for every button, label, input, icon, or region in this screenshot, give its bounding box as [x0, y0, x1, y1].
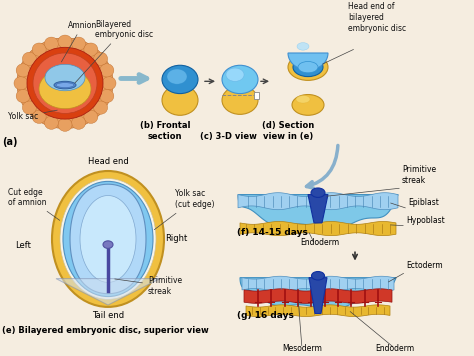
Circle shape [93, 52, 108, 66]
Text: Cut edge
of amnion: Cut edge of amnion [8, 188, 60, 220]
Circle shape [33, 53, 97, 114]
Text: Bilayered
embryonic disc: Bilayered embryonic disc [75, 20, 153, 83]
Polygon shape [246, 305, 390, 316]
Polygon shape [238, 195, 398, 230]
Ellipse shape [54, 81, 76, 89]
Ellipse shape [162, 65, 198, 94]
Text: Endoderm: Endoderm [300, 237, 339, 247]
Circle shape [100, 64, 114, 77]
Text: Tail end: Tail end [92, 311, 124, 320]
Polygon shape [288, 53, 328, 70]
Polygon shape [238, 193, 398, 210]
Ellipse shape [60, 179, 156, 299]
Text: Mesoderm: Mesoderm [282, 344, 322, 353]
Circle shape [16, 64, 30, 77]
Circle shape [102, 77, 116, 90]
Polygon shape [309, 278, 327, 314]
Circle shape [32, 43, 46, 56]
Text: Head end of
bilayered
embryonic disc: Head end of bilayered embryonic disc [348, 2, 406, 33]
Text: Yolk sac: Yolk sac [8, 110, 57, 121]
Circle shape [84, 43, 98, 56]
Ellipse shape [293, 58, 323, 77]
Polygon shape [308, 195, 328, 223]
Circle shape [72, 37, 86, 50]
Ellipse shape [39, 69, 91, 109]
Ellipse shape [52, 171, 164, 307]
Circle shape [45, 116, 58, 129]
Ellipse shape [162, 85, 198, 115]
Polygon shape [70, 184, 146, 294]
Text: Right: Right [165, 234, 187, 243]
Circle shape [58, 35, 72, 48]
Text: (d) Section
view in (e): (d) Section view in (e) [262, 121, 314, 141]
Circle shape [100, 89, 114, 103]
Text: Hypoblast: Hypoblast [406, 216, 445, 225]
Circle shape [22, 101, 36, 114]
Ellipse shape [296, 95, 310, 103]
Circle shape [72, 116, 86, 129]
Circle shape [27, 47, 103, 119]
Polygon shape [242, 276, 394, 291]
Ellipse shape [311, 188, 325, 198]
Polygon shape [240, 278, 396, 310]
Polygon shape [240, 221, 396, 236]
Circle shape [45, 37, 58, 50]
Polygon shape [80, 195, 136, 282]
Circle shape [17, 38, 113, 129]
Text: Head end: Head end [88, 157, 128, 166]
Text: Primitive
streak: Primitive streak [115, 276, 182, 296]
Text: Epiblast: Epiblast [408, 198, 439, 207]
Circle shape [93, 101, 108, 114]
Ellipse shape [297, 43, 309, 50]
Text: (f) 14-15 days: (f) 14-15 days [237, 228, 308, 237]
Text: Amnion: Amnion [62, 21, 97, 62]
Text: Primitive
streak: Primitive streak [402, 165, 436, 185]
Circle shape [32, 110, 46, 124]
Polygon shape [56, 279, 160, 305]
Ellipse shape [288, 54, 328, 80]
Circle shape [22, 52, 36, 66]
Ellipse shape [298, 62, 318, 73]
FancyBboxPatch shape [254, 92, 259, 99]
Ellipse shape [292, 95, 324, 115]
Ellipse shape [167, 69, 187, 84]
Text: (b) Frontal
section: (b) Frontal section [140, 121, 190, 141]
Text: Left: Left [15, 241, 31, 250]
Ellipse shape [45, 64, 85, 91]
Circle shape [58, 118, 72, 131]
Text: (a): (a) [2, 137, 18, 147]
Ellipse shape [222, 65, 258, 94]
Polygon shape [244, 289, 392, 303]
Ellipse shape [63, 181, 153, 297]
Ellipse shape [311, 272, 325, 280]
Ellipse shape [56, 83, 74, 88]
Circle shape [84, 110, 98, 124]
Ellipse shape [103, 241, 113, 248]
Text: (e) Bilayered embryonic disc, superior view: (e) Bilayered embryonic disc, superior v… [2, 326, 209, 335]
Ellipse shape [222, 86, 258, 114]
Text: Yolk sac
(cut edge): Yolk sac (cut edge) [154, 189, 215, 230]
Circle shape [14, 77, 28, 90]
Text: (c) 3-D view: (c) 3-D view [200, 132, 256, 141]
Text: Ectoderm: Ectoderm [406, 261, 443, 270]
Ellipse shape [226, 68, 244, 81]
Text: Endoderm: Endoderm [375, 344, 415, 353]
Circle shape [16, 89, 30, 103]
Text: (g) 16 days: (g) 16 days [237, 311, 294, 320]
